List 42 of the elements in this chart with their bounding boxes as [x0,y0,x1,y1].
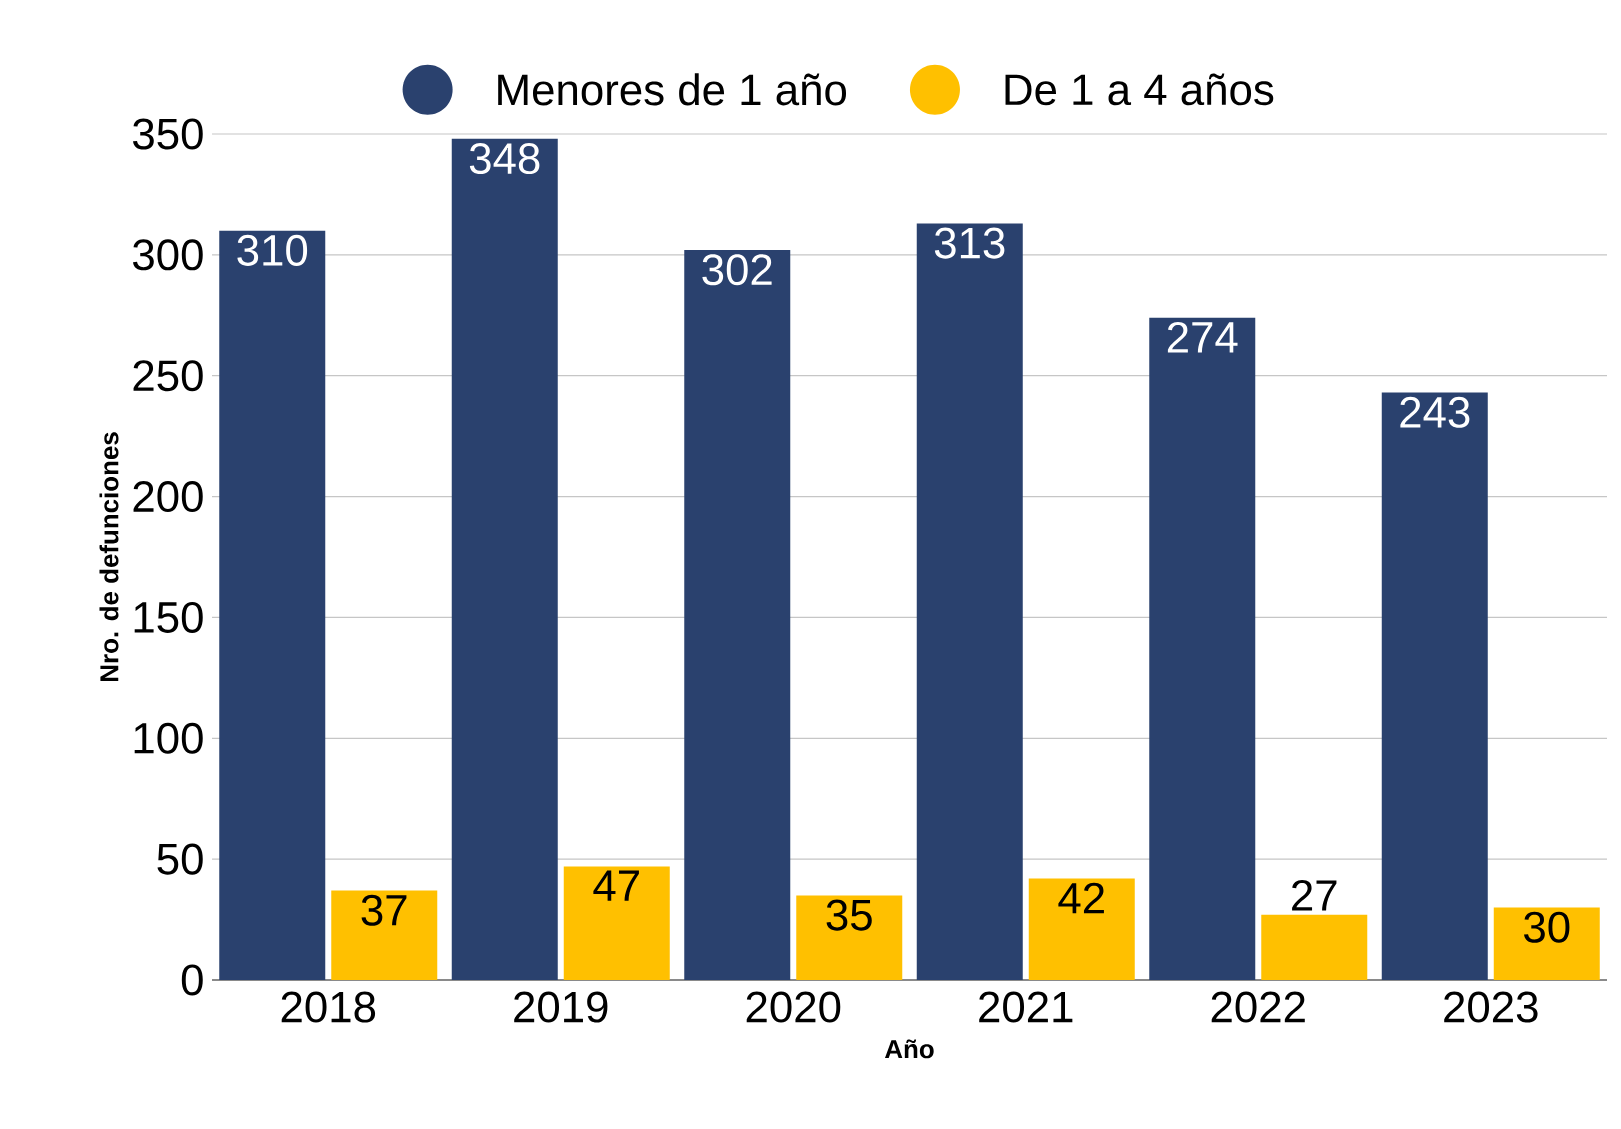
data-label: 313 [934,227,1005,259]
y-tick-label: 300 [133,239,203,271]
bar [1261,914,1368,980]
y-tick-label: 150 [134,601,203,633]
data-label: 47 [593,870,639,901]
data-label: 30 [1524,911,1570,943]
bar [916,223,1023,980]
bar [1028,878,1135,980]
data-label: 310 [237,234,308,266]
data-label: 35 [826,899,872,931]
data-label: 27 [1292,879,1337,911]
y-tick-label: 0 [181,964,203,996]
data-label: 348 [469,143,540,175]
bar [563,866,670,980]
data-label: 37 [361,894,407,926]
y-tick-label: 350 [133,118,203,150]
y-tick-label: 50 [157,843,203,875]
y-tick-label: 200 [133,481,203,513]
x-tick-label: 2021 [979,991,1073,1023]
x-axis-title: Año [884,1039,934,1059]
bar [331,890,438,980]
data-label: 243 [1400,396,1470,428]
bar [684,250,791,980]
data-label: 42 [1058,882,1104,914]
x-tick-label: 2022 [1211,991,1305,1023]
x-tick-label: 2018 [281,991,376,1023]
legend-label: De 1 a 4 años [1005,73,1274,106]
x-tick-label: 2023 [1444,991,1538,1023]
y-tick-label: 250 [133,360,203,392]
legend-label: Menores de 1 año [498,73,847,106]
bar [796,895,903,980]
y-axis-title: Nro. de defunciones [99,432,119,681]
bar [1149,317,1256,980]
y-tick-label: 100 [134,722,203,754]
x-tick-label: 2019 [514,991,608,1023]
x-tick-label: 2020 [746,991,841,1023]
bar [451,138,558,980]
bar [219,230,326,980]
data-label: 274 [1167,321,1238,353]
bar [1493,907,1600,980]
data-label: 302 [702,254,772,286]
bar [1381,392,1488,980]
